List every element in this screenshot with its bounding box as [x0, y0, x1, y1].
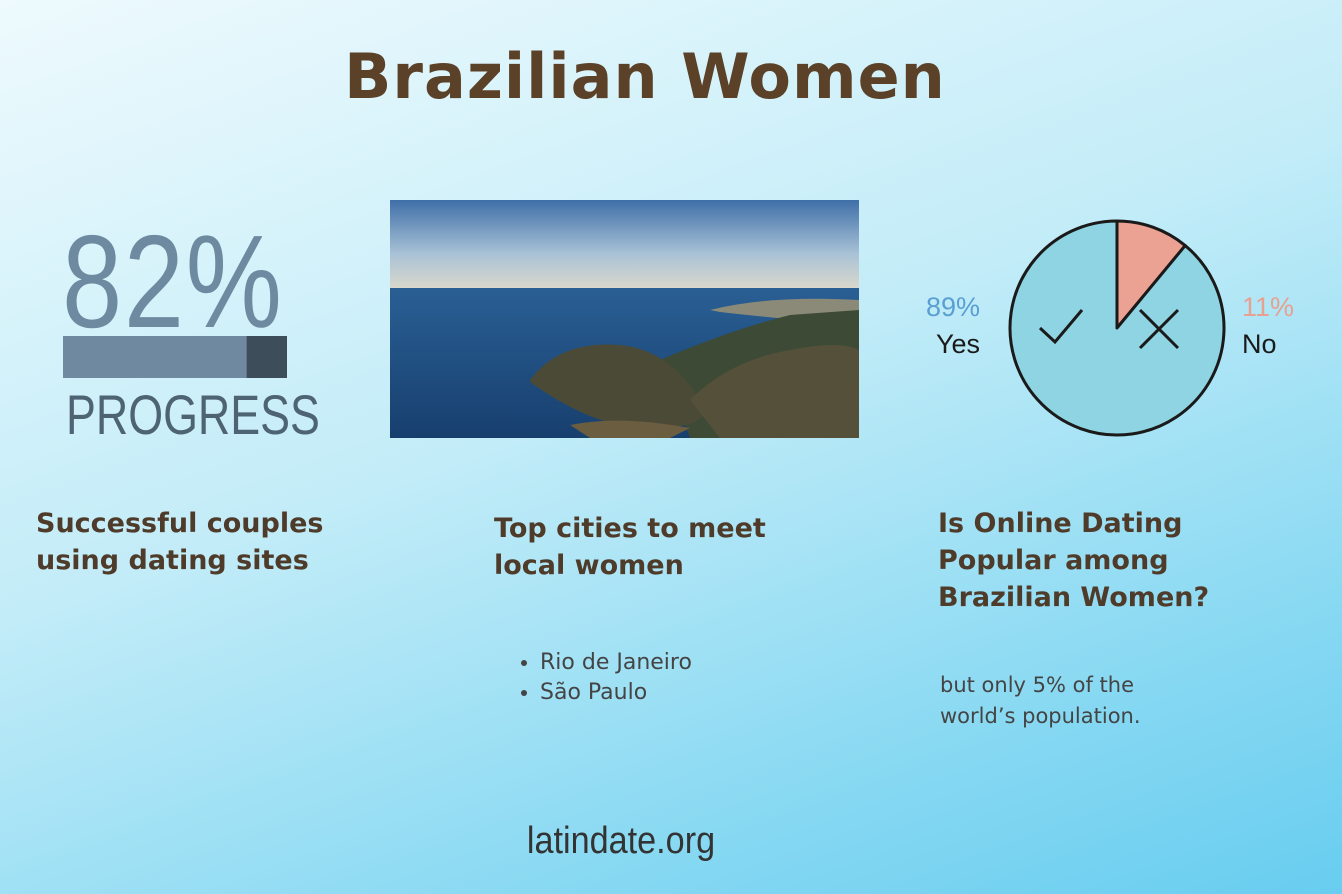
- pie-slice: [1008, 219, 1226, 437]
- heading: Top cities to meet local women: [494, 513, 766, 581]
- photo: [390, 200, 859, 438]
- footer: latindate.org: [526, 820, 716, 862]
- pie-percent: 89%: [926, 292, 980, 322]
- pie-legend: Yes: [936, 329, 980, 359]
- city-list: Rio de Janeiro São Paulo: [516, 648, 692, 708]
- stat-caption: PROGRESS: [66, 383, 320, 446]
- progress-bar: [63, 336, 287, 378]
- check-icon: [1038, 309, 1084, 345]
- x-icon: [1138, 308, 1180, 350]
- note: but only 5% of the world’s population.: [940, 673, 1141, 728]
- heading: Successful couples using dating sites: [36, 508, 324, 576]
- city: São Paulo: [540, 678, 692, 708]
- title: Brazilian Women: [344, 40, 946, 113]
- pie-chart: 89% Yes 11% No: [926, 219, 1294, 437]
- heading: Is Online Dating Popular among Brazilian…: [938, 508, 1210, 613]
- pie-legend: No: [1242, 329, 1277, 359]
- city: Rio de Janeiro: [540, 648, 692, 678]
- stat-value: 82%: [62, 208, 284, 355]
- pie-percent: 11%: [1242, 292, 1294, 322]
- progress-fill: [63, 336, 247, 378]
